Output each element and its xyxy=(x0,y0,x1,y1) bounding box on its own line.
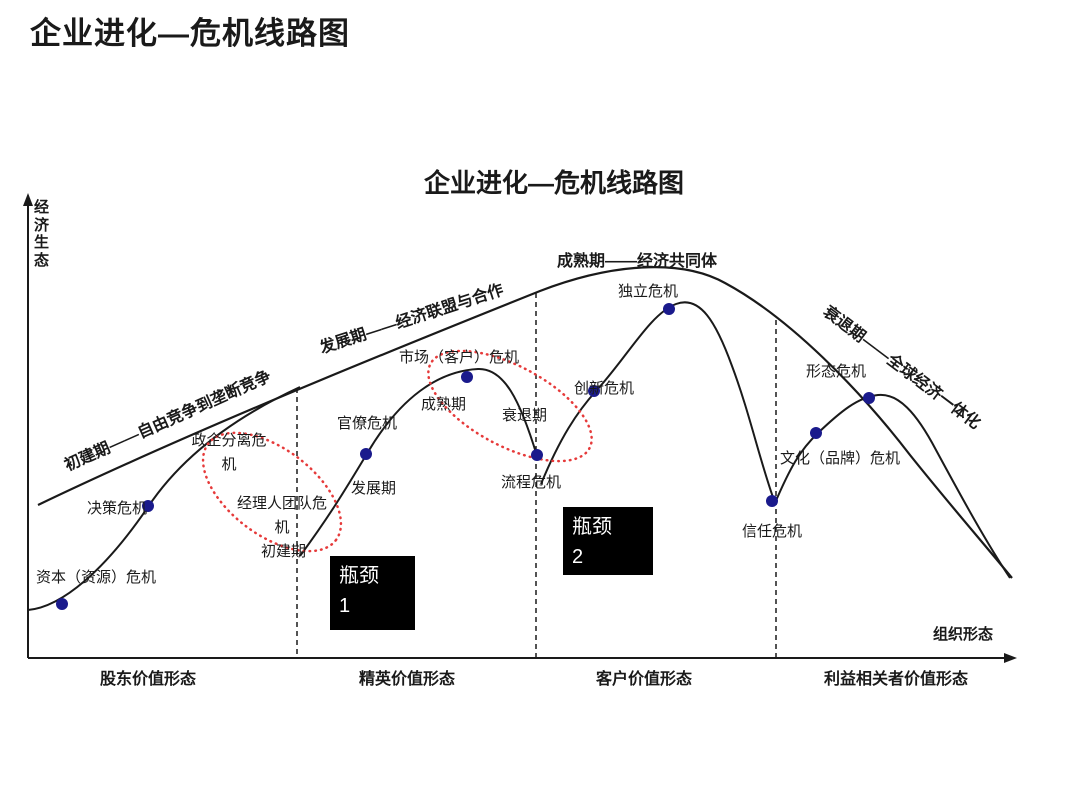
crisis-label-capital: 资本（资源）危机 xyxy=(36,569,157,586)
bottleneck-1-number: 1 xyxy=(339,595,351,617)
value-form-customer: 客户价值形态 xyxy=(596,671,693,688)
crisis-dot-bureaucracy xyxy=(360,448,372,460)
crisis-dot-process xyxy=(531,449,543,461)
crisis-dot-form xyxy=(863,392,875,404)
crisis-label-market: 市场（客户）危机 xyxy=(399,349,520,366)
crisis-dot-market xyxy=(461,371,473,383)
phase-label-decline: 衰退期 xyxy=(502,407,548,424)
phase-label-initial: 初建期 xyxy=(261,543,307,560)
value-form-shareholder: 股东价值形态 xyxy=(100,671,197,688)
bottleneck-1-box: 瓶颈 1 xyxy=(330,556,415,630)
crisis-label-decision: 决策危机 xyxy=(87,500,148,517)
phase-label-mature: 成熟期 xyxy=(421,396,467,413)
x-axis-arrow-icon xyxy=(1004,653,1017,663)
highlight-ellipse-2 xyxy=(427,349,593,463)
growth-curve-4 xyxy=(774,393,1011,579)
phase-label-development: 发展期 xyxy=(351,480,397,497)
highlight-ellipse-1 xyxy=(201,431,343,553)
bottleneck-2-box: 瓶颈 2 xyxy=(563,507,653,575)
chart-title: 企业进化—危机线路图 xyxy=(423,168,684,198)
crisis-dot-decision xyxy=(142,500,154,512)
bottleneck-1-label: 瓶颈 xyxy=(339,565,379,587)
crisis-label-trust: 信任危机 xyxy=(742,523,803,540)
value-form-elite: 精英价值形态 xyxy=(359,671,456,688)
y-axis-label: 经济生态 xyxy=(34,199,50,270)
page-title: 企业进化—危机线路图 xyxy=(30,16,350,51)
growth-curve-3 xyxy=(540,301,776,504)
crisis-label-manager-team: 经理人团队危 机 xyxy=(236,495,327,536)
y-axis-arrow-icon xyxy=(23,193,33,206)
crisis-label-bureaucracy: 官僚危机 xyxy=(337,415,398,432)
crisis-label-independence: 独立危机 xyxy=(618,283,679,300)
crisis-dot-independence xyxy=(663,303,675,315)
growth-curve-2 xyxy=(299,367,538,557)
bottleneck-2-label: 瓶颈 xyxy=(572,516,612,538)
crisis-dot-capital xyxy=(56,598,68,610)
crisis-dot-innovation xyxy=(588,385,600,397)
crisis-label-gov-separation: 政企分离危 机 xyxy=(191,432,267,473)
crisis-dot-trust xyxy=(766,495,778,507)
crisis-dot-culture-brand xyxy=(810,427,822,439)
crisis-label-form: 形态危机 xyxy=(806,363,867,380)
crisis-label-innovation: 创新危机 xyxy=(574,380,635,397)
value-form-stakeholder: 利益相关者价值形态 xyxy=(824,671,969,688)
crisis-label-process: 流程危机 xyxy=(501,474,562,491)
stage-label-mature: 成熟期——经济共同体 xyxy=(556,253,717,270)
bottleneck-2-number: 2 xyxy=(572,546,584,568)
x-axis-label: 组织形态 xyxy=(933,626,994,643)
crisis-label-culture-brand: 文化（品牌）危机 xyxy=(780,450,901,467)
